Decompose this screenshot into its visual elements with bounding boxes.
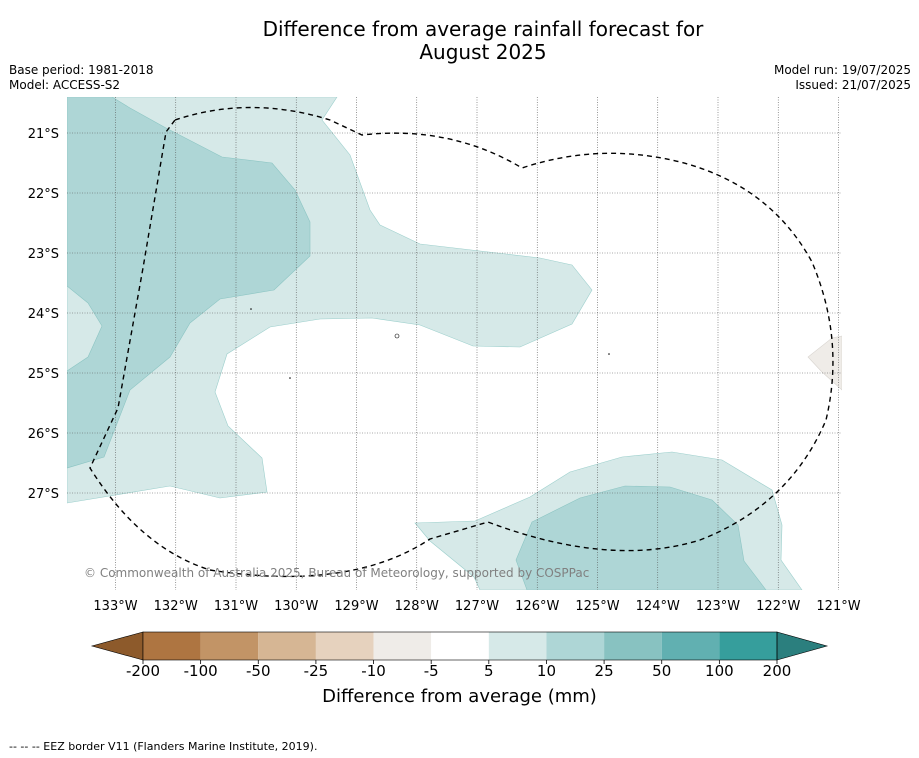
lon-label: 133°W [93, 599, 137, 614]
colorbar-segment [431, 632, 489, 660]
colorbar-segment [488, 632, 547, 660]
colorbar-segment [604, 632, 662, 660]
colorbar-tick-label: -50 [246, 662, 271, 680]
copyright-notice: © Commonwealth of Australia 2025, Bureau… [84, 566, 590, 580]
colorbar-tick-label: -10 [361, 662, 386, 680]
lat-label: 22°S [28, 187, 59, 202]
lon-label: 131°W [214, 599, 258, 614]
colorbar-tick-label: 5 [484, 662, 494, 680]
lat-label: 26°S [28, 427, 59, 442]
model-name: Model: ACCESS-S2 [9, 78, 121, 92]
colorbar-under-arrow [90, 631, 144, 661]
colorbar-tick-label: -200 [126, 662, 160, 680]
title-line-1: Difference from average rainfall forecas… [262, 17, 704, 41]
colorbar-tick-label: 200 [763, 662, 792, 680]
colorbar-tick-label: 10 [537, 662, 556, 680]
colorbar-over-arrow [776, 631, 829, 661]
lat-label: 21°S [28, 127, 59, 142]
lon-label: 124°W [636, 599, 680, 614]
colorbar-label: Difference from average (mm) [322, 686, 597, 707]
colorbar-tick-label: -5 [424, 662, 439, 680]
colorbar-segment [661, 632, 720, 660]
lon-label: 129°W [334, 599, 378, 614]
longitude-labels: 133°W 132°W 131°W 130°W 129°W 128°W 127°W 126°W… [93, 599, 860, 614]
latitude-labels: 21°S 22°S 23°S 24°S 25°S 26°S 27°S [28, 127, 59, 502]
lon-label: 128°W [395, 599, 439, 614]
lon-label: 127°W [455, 599, 499, 614]
lon-label: 125°W [575, 599, 619, 614]
island-4 [608, 353, 610, 355]
contour-10-25-west [67, 97, 311, 469]
colorbar-tick-label: 50 [652, 662, 671, 680]
lat-label: 25°S [28, 367, 59, 382]
colorbar-segment [200, 632, 259, 660]
colorbar-segment [373, 632, 432, 660]
colorbar-segment [719, 632, 777, 660]
lat-label: 23°S [28, 247, 59, 262]
lat-label: 27°S [28, 487, 59, 502]
colorbar-tick-label: -25 [304, 662, 329, 680]
base-period: Base period: 1981-2018 [9, 63, 154, 77]
meta-left: Base period: 1981-2018 Model: ACCESS-S2 [9, 63, 154, 93]
issued-date: Issued: 21/07/2025 [795, 78, 911, 92]
lat-label: 24°S [28, 307, 59, 322]
model-run: Model run: 19/07/2025 [773, 63, 911, 77]
island-3 [289, 377, 291, 379]
lon-label: 130°W [274, 599, 318, 614]
colorbar-frame [142, 631, 778, 661]
colorbar-segment [258, 632, 316, 660]
lon-label: 122°W [756, 599, 800, 614]
colorbar-tick-label: 100 [705, 662, 734, 680]
lon-label: 132°W [154, 599, 198, 614]
island-2 [394, 333, 400, 339]
contour-minus10-minus5-east [807, 335, 842, 391]
lon-label: 121°W [816, 599, 860, 614]
colorbar-segment [143, 632, 201, 660]
lon-label: 123°W [696, 599, 740, 614]
colorbar-segment [546, 632, 605, 660]
lon-label: 126°W [515, 599, 559, 614]
title-line-2: August 2025 [419, 40, 547, 64]
map-title: Difference from average rainfall forecas… [0, 18, 919, 64]
graticule [67, 97, 842, 590]
colorbar-tick-label: 25 [595, 662, 614, 680]
colorbar-segment [315, 632, 374, 660]
rainfall-contours [67, 97, 842, 590]
eez-legend-note: -- -- -- EEZ border V11 (Flanders Marine… [9, 740, 318, 753]
colorbar-ticks: -200 -100 -50 -25 -10 -5 5 10 25 50 100 200 [126, 660, 791, 680]
island-1 [250, 308, 252, 310]
contour-10-25-southeast [515, 485, 767, 590]
eez-border [89, 106, 834, 578]
meta-right: Model run: 19/07/2025 Issued: 21/07/2025 [774, 63, 911, 93]
colorbar [90, 631, 829, 661]
colorbar-tick-label: -100 [184, 662, 218, 680]
